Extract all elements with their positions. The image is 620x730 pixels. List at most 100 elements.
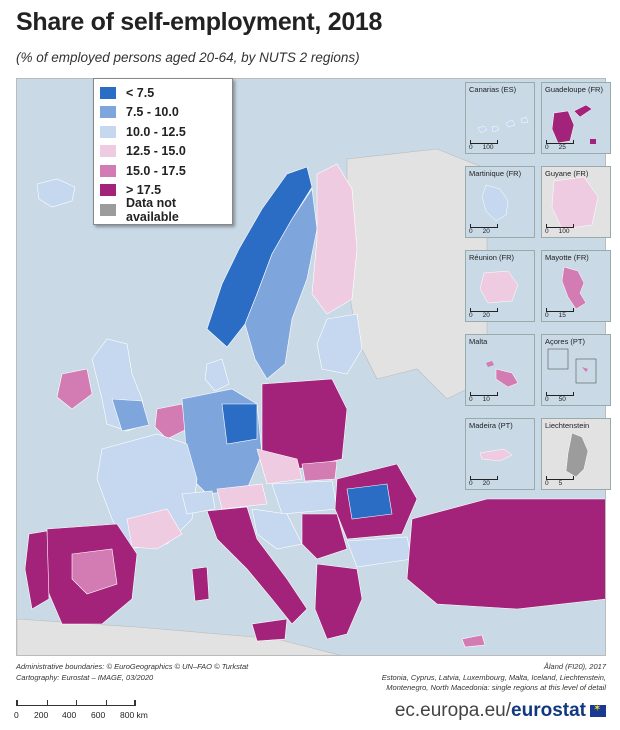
inset-scale-start: 0 [545,144,549,151]
inset-scale-end: 20 [482,228,490,235]
eu-flag-icon [590,703,606,717]
region-bulgaria [346,536,413,568]
region-serbia [301,513,348,560]
inset-scale-end: 20 [482,312,490,319]
region-ireland [56,368,93,410]
footer-notes: Åland (FI20), 2017 Estonia, Cyprus, Latv… [382,662,606,694]
scale-label: 600 [91,710,106,720]
region-germany-east [221,403,258,445]
legend-label: 10.0 - 12.5 [126,124,186,139]
map-scale-bar [16,700,136,706]
region-uk-south [111,398,150,432]
inset-shapes [561,266,587,310]
map-legend: < 7.5 7.5 - 10.0 10.0 - 12.5 12.5 - 15.0… [93,78,233,225]
inset-map: Mayotte (FR) 0 15 [541,250,611,322]
region-cyprus [461,634,486,648]
inset-map: Malta 0 10 [465,334,535,406]
inset-map: Madeira (PT) 0 20 [465,418,535,490]
inset-scale: 0 50 [545,392,574,403]
legend-item: 7.5 - 10.0 [100,103,226,123]
inset-scale: 0 20 [469,224,498,235]
scale-tick [134,700,135,706]
region-slovakia [301,460,338,482]
inset-scale-end: 100 [482,144,494,151]
legend-swatch [100,86,116,99]
eurostat-brand[interactable]: ec.europa.eu/eurostat [395,700,606,722]
legend-label: > 17.5 [126,183,162,198]
legend-swatch [100,106,116,119]
inset-shapes [551,176,599,230]
scale-tick [105,700,107,706]
inset-scale-start: 0 [545,396,549,403]
inset-scale: 0 100 [545,224,575,235]
region-baltics [316,313,363,375]
inset-scale-end: 50 [558,396,566,403]
europe-map [17,148,605,655]
region-greece [314,563,363,640]
legend-swatch [100,145,116,158]
inset-scale: 0 15 [545,308,574,319]
footer-note-line-2: Montenegro, North Macedonia: single regi… [386,683,606,692]
legend-item: 10.0 - 12.5 [100,122,226,142]
region-switzerland [181,490,216,515]
scale-tick [46,700,48,706]
region-austria [216,483,268,510]
scale-tick [17,700,18,706]
inset-scale-start: 0 [469,312,473,319]
legend-label: 12.5 - 15.0 [126,144,186,159]
inset-scale: 0 25 [545,140,574,151]
inset-title: Canarias (ES) [469,85,517,94]
inset-scale-end: 10 [482,396,490,403]
inset-scale: 0 10 [469,392,498,403]
footer-note-line-1: Estonia, Cyprus, Latvia, Luxembourg, Mal… [381,672,606,682]
legend-swatch [100,184,116,197]
brand-prefix: ec.europa.eu/ [394,700,512,721]
region-czechia [256,448,303,485]
brand-name: eurostat [511,700,586,721]
inset-scale: 0 100 [469,140,499,151]
region-croatia [251,508,303,550]
region-italy [206,506,308,625]
region-denmark [204,358,230,392]
region-portugal [24,530,50,610]
inset-map: Guyane (FR) 0 100 [541,166,611,238]
inset-shapes [551,104,596,144]
inset-shapes [479,448,513,462]
inset-scale-start: 0 [545,228,549,235]
inset-scale-end: 20 [482,480,490,487]
inset-map: Canarias (ES) 0 100 [465,82,535,154]
scale-label: 0 [14,710,19,720]
scale-label: 200 [34,710,49,720]
legend-item: < 7.5 [100,83,226,103]
legend-label: 15.0 - 17.5 [126,163,186,178]
legend-label: 7.5 - 10.0 [126,105,179,120]
inset-title: Açores (PT) [545,337,586,346]
inset-shapes [486,361,519,388]
scale-label: 800 km [120,710,148,720]
scale-label: 400 [62,710,77,720]
inset-scale-end: 100 [558,228,570,235]
non-eu-land-east [346,148,488,400]
region-sicily [251,618,288,642]
inset-title: Liechtenstein [545,421,590,430]
inset-shapes [479,270,519,304]
inset-scale-end: 25 [558,144,566,151]
inset-scale-start: 0 [545,312,549,319]
region-sweden [244,188,318,380]
inset-scale-start: 0 [469,396,473,403]
inset-title: Malta [469,337,488,346]
footer-boundaries: Administrative boundaries: © EuroGeograp… [16,662,249,671]
map-title: Share of self-employment, 2018 [16,8,383,36]
region-hungary [271,480,338,515]
legend-item: 12.5 - 15.0 [100,142,226,162]
legend-item: 15.0 - 17.5 [100,161,226,181]
footer-aland-note: Åland (FI20), 2017 [543,662,606,671]
inset-title: Madeira (PT) [469,421,513,430]
scale-tick [76,700,77,706]
inset-scale-end: 5 [558,480,563,487]
inset-shapes [547,348,597,384]
legend-label: Data not available [126,195,179,224]
region-romania-center [346,483,393,520]
